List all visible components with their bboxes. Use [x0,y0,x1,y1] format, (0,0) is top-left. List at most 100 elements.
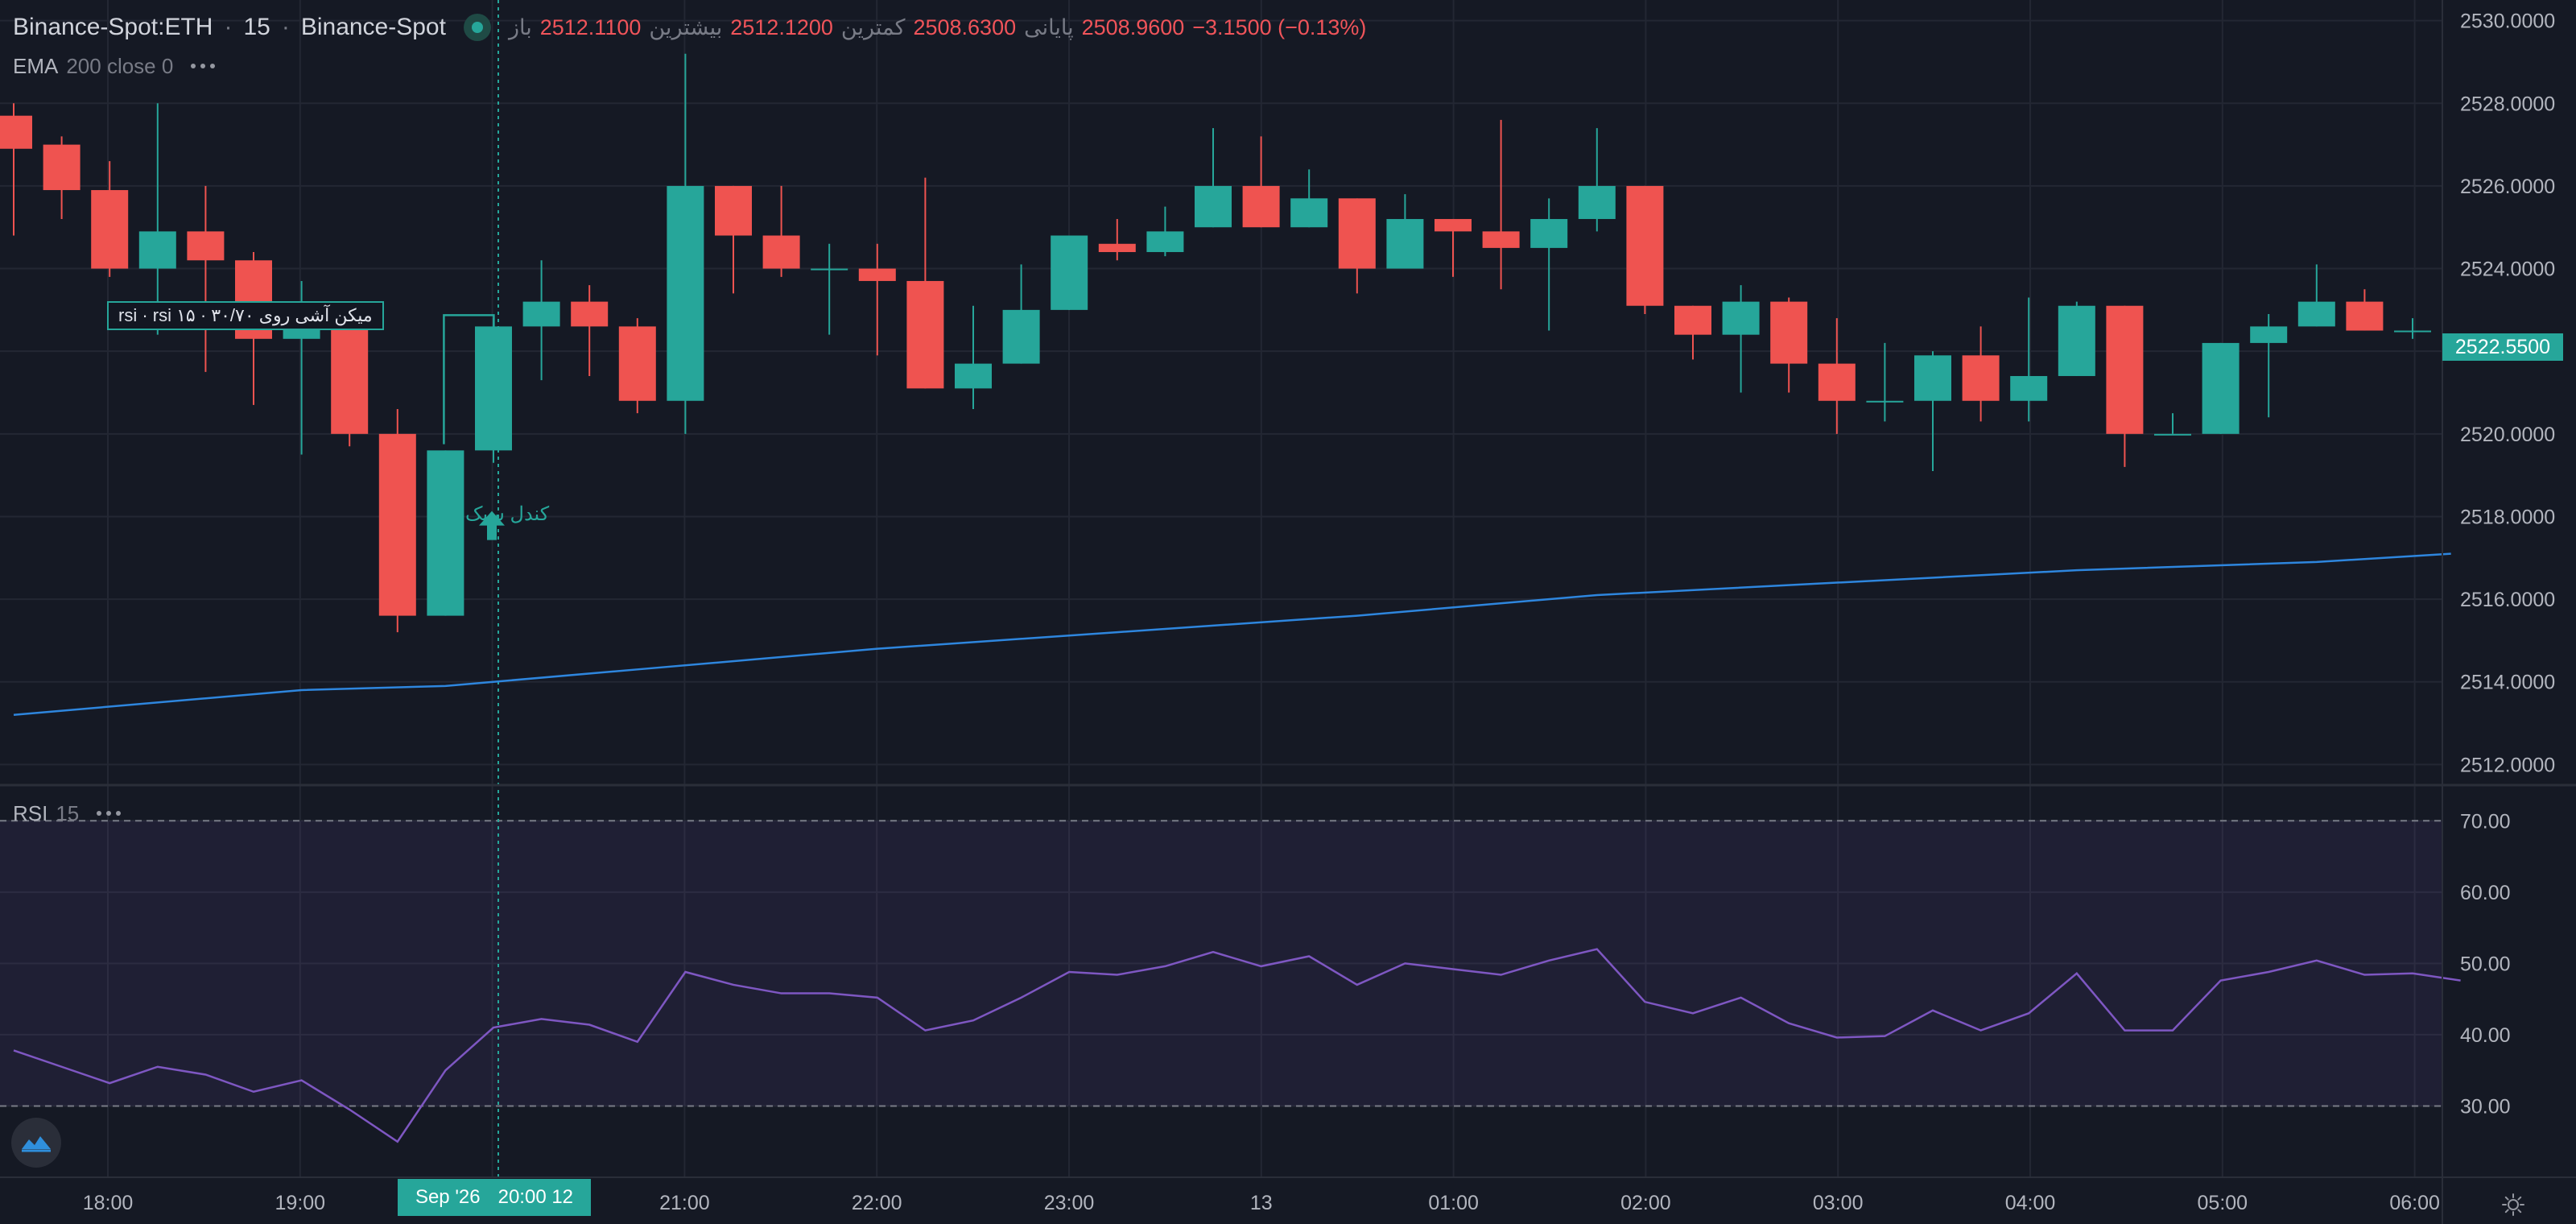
price-tick-label: 2526.0000 [2460,176,2555,198]
settings-gear-icon[interactable] [2496,1187,2531,1222]
candle-body [187,231,225,261]
candles [0,53,2431,633]
candle-body [1818,363,1856,401]
candle-body [2010,375,2048,401]
rsi-params: 15 [56,800,80,825]
price-tick-label: 2530.0000 [2460,10,2555,33]
marker-label: کندل سبک [465,503,550,525]
rsi-tick-label: 30.00 [2460,1095,2511,1118]
candle-body [906,280,944,389]
candle-body [1674,305,1711,335]
highlight-bracket [443,314,495,445]
crosshair-time-badge: Sep '26 20:00 12 [398,1179,591,1216]
price-tick-label: 2524.0000 [2460,258,2555,281]
candle-body [1338,198,1376,269]
interval-label[interactable]: 15 [243,14,270,40]
price-tick-label: 2528.0000 [2460,93,2555,115]
legend-separator: · [224,14,233,40]
time-tick-label: 05:00 [2198,1192,2248,1214]
symbol-legend[interactable]: Binance-Spot:ETH · 15 · Binance-Spot باز… [13,10,1366,45]
candle-body [2058,305,2095,376]
candle-body [2297,301,2335,327]
price-tick-label: 2516.0000 [2460,589,2555,611]
low-value: 2508.6300 [913,14,1017,39]
candle-body [1290,198,1328,228]
candle-body [1866,400,1904,403]
candle-body [1914,355,1951,401]
candle-body [1722,301,1760,335]
ema-200-line [13,552,2451,717]
rsi-line [13,948,2461,1143]
candle-body [1098,243,1136,253]
candle-body [2346,301,2384,331]
candle-body [2250,326,2288,343]
candle-body [1578,185,1616,219]
candle-body [1962,355,2000,401]
ema-legend[interactable]: EMA 200 close 0 [13,50,216,82]
time-tick-label: 13 [1250,1192,1273,1214]
rsi-tick-label: 50.00 [2460,953,2511,975]
time-tick-label: 19:00 [275,1192,326,1214]
grid [0,0,2442,1177]
candle-body [378,433,416,616]
candle-body [2106,305,2144,434]
candle-body [858,268,896,281]
rsi-band-fill [0,821,2442,1106]
candle-body [1002,309,1040,364]
rsi-name: RSI [13,800,48,825]
candle-body [0,115,32,149]
price-tick-label: 2518.0000 [2460,506,2555,528]
time-tick-label: 18:00 [83,1192,134,1214]
high-label: بیشترین [649,14,723,39]
candle-body [1051,235,1088,310]
candle-body [1435,218,1472,232]
rsi-band-lines [0,820,2442,1107]
symbol-name[interactable]: Binance-Spot:ETH [13,14,213,40]
ema-params: 200 close 0 [66,53,174,78]
candle-body [811,268,848,271]
time-tick-label: 04:00 [2005,1192,2056,1214]
time-tick-label: 06:00 [2389,1192,2440,1214]
candle-body [91,190,129,269]
candle-body [618,326,656,401]
candle-body [667,185,704,401]
price-tick-label: 2520.0000 [2460,424,2555,446]
logo-icon[interactable] [11,1118,61,1168]
up-arrow-icon [479,511,505,540]
candle-body [2202,342,2240,434]
candle-body [1146,231,1184,253]
close-value: 2508.9600 [1081,14,1185,39]
ema-name: EMA [13,53,59,78]
candle-body [43,144,80,191]
time-tick-label: 02:00 [1620,1192,1671,1214]
rsi-legend[interactable]: RSI 15 [13,797,122,829]
candle-body [955,363,992,389]
price-tick-label: 2512.0000 [2460,754,2555,776]
exchange-label: Binance-Spot [300,14,446,40]
crosshair-time: 20:00 12 [497,1186,574,1208]
open-value: 2512.1100 [539,14,642,39]
candle-body [1386,218,1424,269]
candle-body [138,231,176,269]
candle-body [331,314,369,434]
ema-more-icon[interactable] [191,64,216,68]
candle-body [2154,433,2191,436]
price-tick-label: 2514.0000 [2460,672,2555,694]
time-tick-label: 21:00 [659,1192,710,1214]
candle-body [1770,301,1808,364]
rsi-more-icon[interactable] [97,811,122,816]
candle-body [1195,185,1232,228]
time-tick-label: 01:00 [1428,1192,1479,1214]
rsi-tick-label: 60.00 [2460,882,2511,904]
crosshair-date: Sep '26 [415,1186,481,1208]
candle-body [762,235,800,269]
candle-body [715,185,752,236]
time-tick-label: 03:00 [1813,1192,1864,1214]
candle-body [571,301,609,327]
candle-body [1482,231,1520,248]
ohlc-values: باز 2512.1100 بیشترین 2512.1200 کمترین 2… [509,15,1366,40]
time-tick-label: 23:00 [1044,1192,1095,1214]
time-tick-label: 22:00 [852,1192,902,1214]
candle-body [522,301,560,327]
